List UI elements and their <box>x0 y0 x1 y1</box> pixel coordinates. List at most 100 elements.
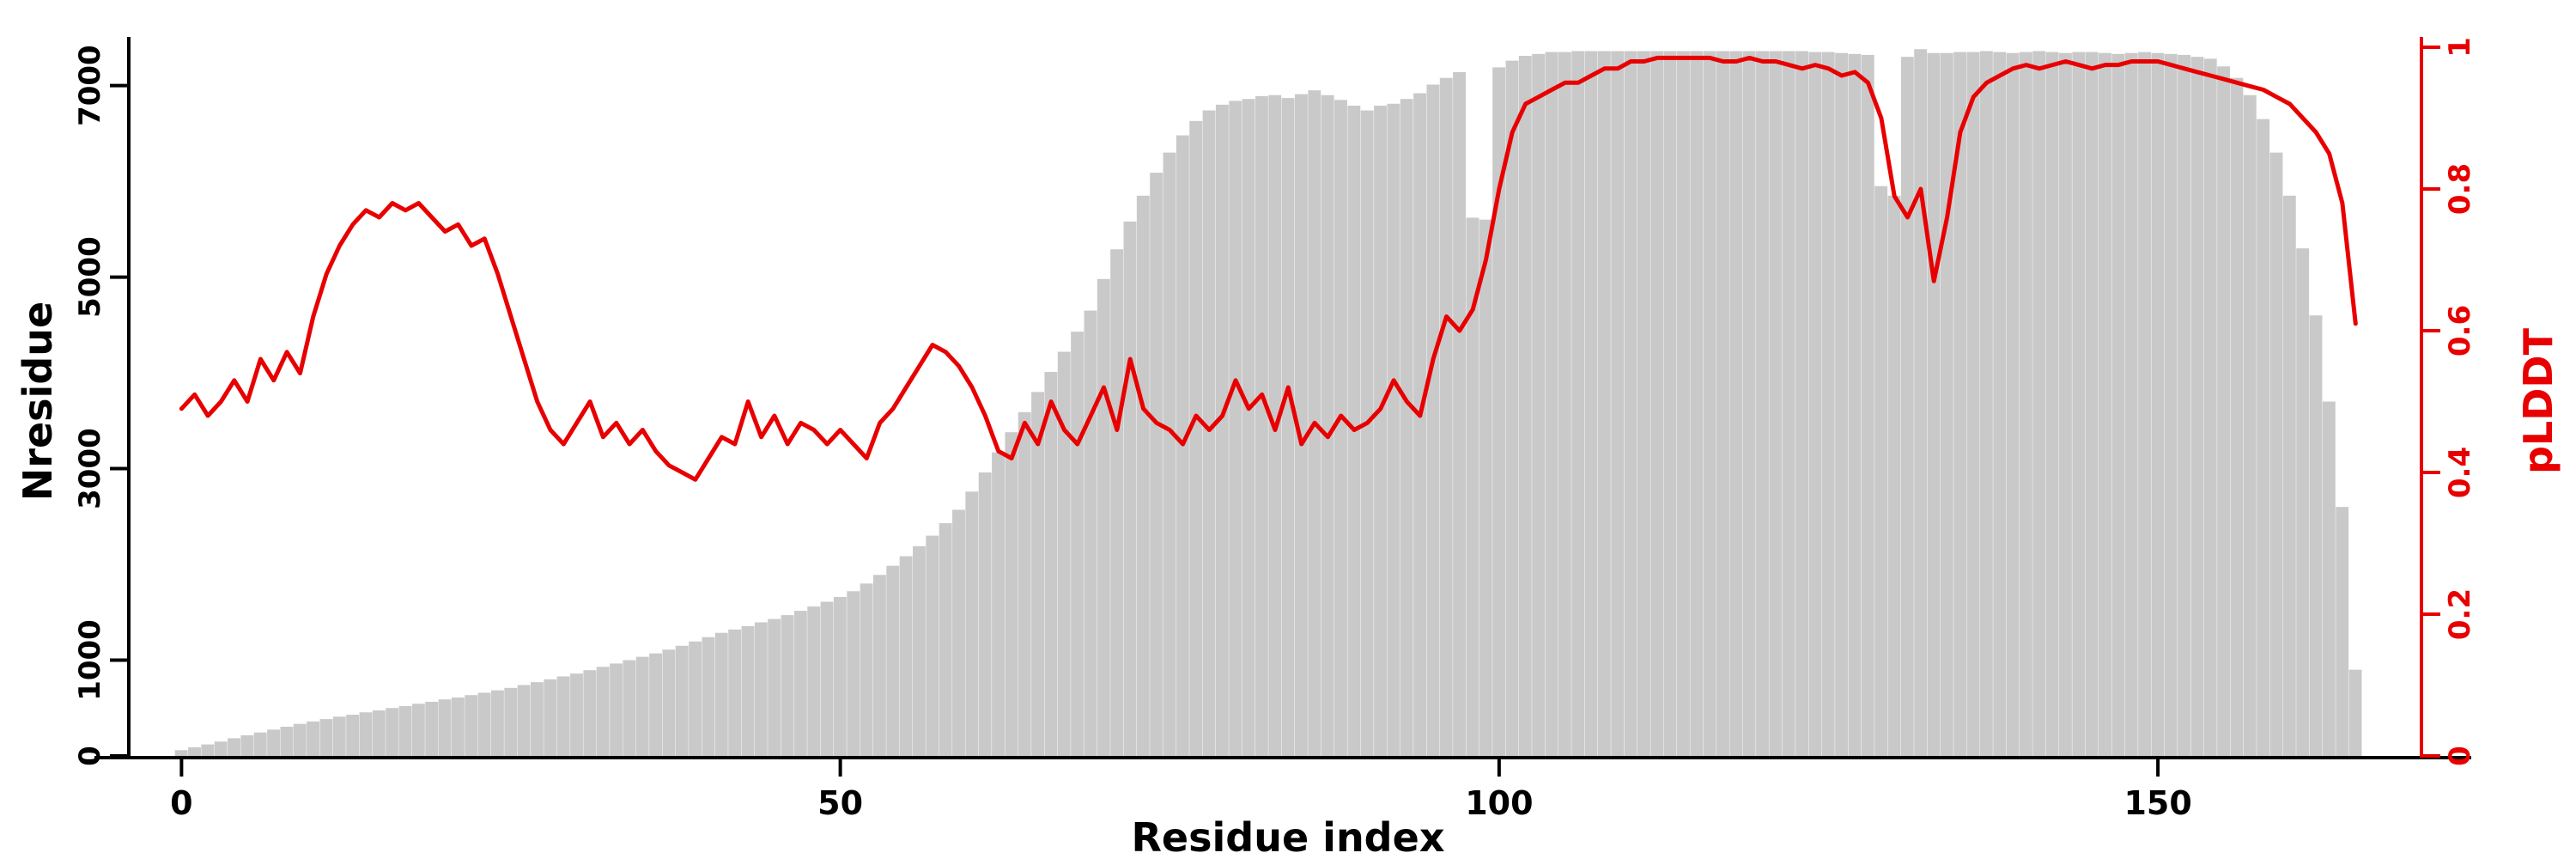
bar <box>2190 57 2204 756</box>
bar <box>1927 52 1941 756</box>
bar <box>2032 51 2046 756</box>
bar <box>1215 104 1229 756</box>
bar <box>1387 103 1400 756</box>
bar <box>544 679 557 756</box>
bar <box>741 625 755 756</box>
bar <box>1677 51 1690 756</box>
bar <box>307 721 320 756</box>
bar <box>583 670 597 756</box>
bar <box>1742 51 1756 756</box>
right-y-tick-label: 0.8 <box>2443 163 2477 215</box>
bar <box>1360 110 1374 757</box>
bar <box>1229 101 1242 756</box>
right-y-tick-label: 1 <box>2443 37 2477 58</box>
bar <box>1281 98 1295 757</box>
bar <box>2045 52 2059 756</box>
x-axis-title: Residue index <box>1131 814 1445 859</box>
bar <box>267 729 281 756</box>
bar <box>2099 52 2111 756</box>
bar <box>1295 94 1308 757</box>
bar <box>319 719 333 756</box>
left-y-axis <box>110 37 131 758</box>
bar <box>1532 53 1546 756</box>
bar <box>253 732 267 756</box>
bar <box>1571 51 1585 756</box>
bar <box>754 622 768 756</box>
bar <box>1900 57 1914 756</box>
bar <box>820 601 834 756</box>
bar <box>2006 52 2020 756</box>
bar <box>1558 52 1571 756</box>
bar <box>228 738 240 756</box>
bar <box>1466 217 1479 757</box>
right-y-tick-label: 0 <box>2443 746 2477 766</box>
bar <box>2124 52 2138 756</box>
bar <box>1782 51 1795 756</box>
bar <box>2203 58 2217 757</box>
bar <box>1966 52 1980 756</box>
bar <box>1005 432 1018 756</box>
bar <box>411 704 425 756</box>
bar <box>2019 52 2032 756</box>
bar <box>1821 52 1835 756</box>
bar <box>1914 49 1928 756</box>
bar <box>1321 94 1334 757</box>
bar <box>1729 51 1743 756</box>
bar <box>346 715 360 756</box>
right-y-tick-label: 0.2 <box>2443 588 2477 640</box>
x-axis <box>94 756 2471 777</box>
bar <box>1979 51 1993 756</box>
bar <box>833 596 847 756</box>
bar <box>1611 51 1625 756</box>
bar <box>2282 195 2296 756</box>
bar <box>2336 507 2349 756</box>
bar <box>1663 51 1677 756</box>
bar <box>675 645 689 756</box>
bar <box>1940 52 1953 756</box>
bar <box>1953 52 1967 756</box>
x-tick-label: 100 <box>1465 784 1533 822</box>
left-y-tick-label: 5000 <box>73 236 107 318</box>
bar <box>398 706 412 756</box>
bar <box>1861 54 1874 756</box>
bar <box>1097 278 1110 756</box>
bar <box>1071 332 1084 756</box>
left-y-axis-title: Nresidue <box>15 301 61 502</box>
bar <box>1439 77 1453 757</box>
bar <box>1597 51 1611 756</box>
bar <box>2085 52 2099 756</box>
bar <box>425 702 439 756</box>
bar <box>952 509 965 756</box>
bar <box>359 712 373 756</box>
bar <box>2257 119 2270 756</box>
bar <box>201 744 215 756</box>
bar <box>1492 67 1506 756</box>
left-y-tick-label: 7000 <box>73 45 107 126</box>
bar <box>992 452 1005 756</box>
x-tick-label: 150 <box>2123 784 2191 822</box>
bar <box>2151 52 2165 756</box>
bar <box>1887 195 1901 756</box>
bar <box>372 710 386 756</box>
bar <box>2138 52 2151 756</box>
bar <box>768 618 781 756</box>
bar <box>689 641 702 756</box>
bar <box>465 695 478 756</box>
bar <box>2322 401 2336 756</box>
bar <box>2230 77 2244 757</box>
bar <box>2309 315 2323 756</box>
bar <box>1453 71 1467 756</box>
bar <box>2111 53 2125 756</box>
bar <box>596 667 610 756</box>
bar <box>2164 53 2178 756</box>
bar <box>872 575 886 756</box>
bar <box>1123 221 1137 756</box>
left-y-tick-label: 0 <box>73 746 107 766</box>
bar <box>2178 54 2191 756</box>
bar <box>293 723 307 756</box>
bar <box>1018 411 1031 756</box>
x-tick-label: 50 <box>817 784 863 822</box>
bar <box>662 649 676 756</box>
